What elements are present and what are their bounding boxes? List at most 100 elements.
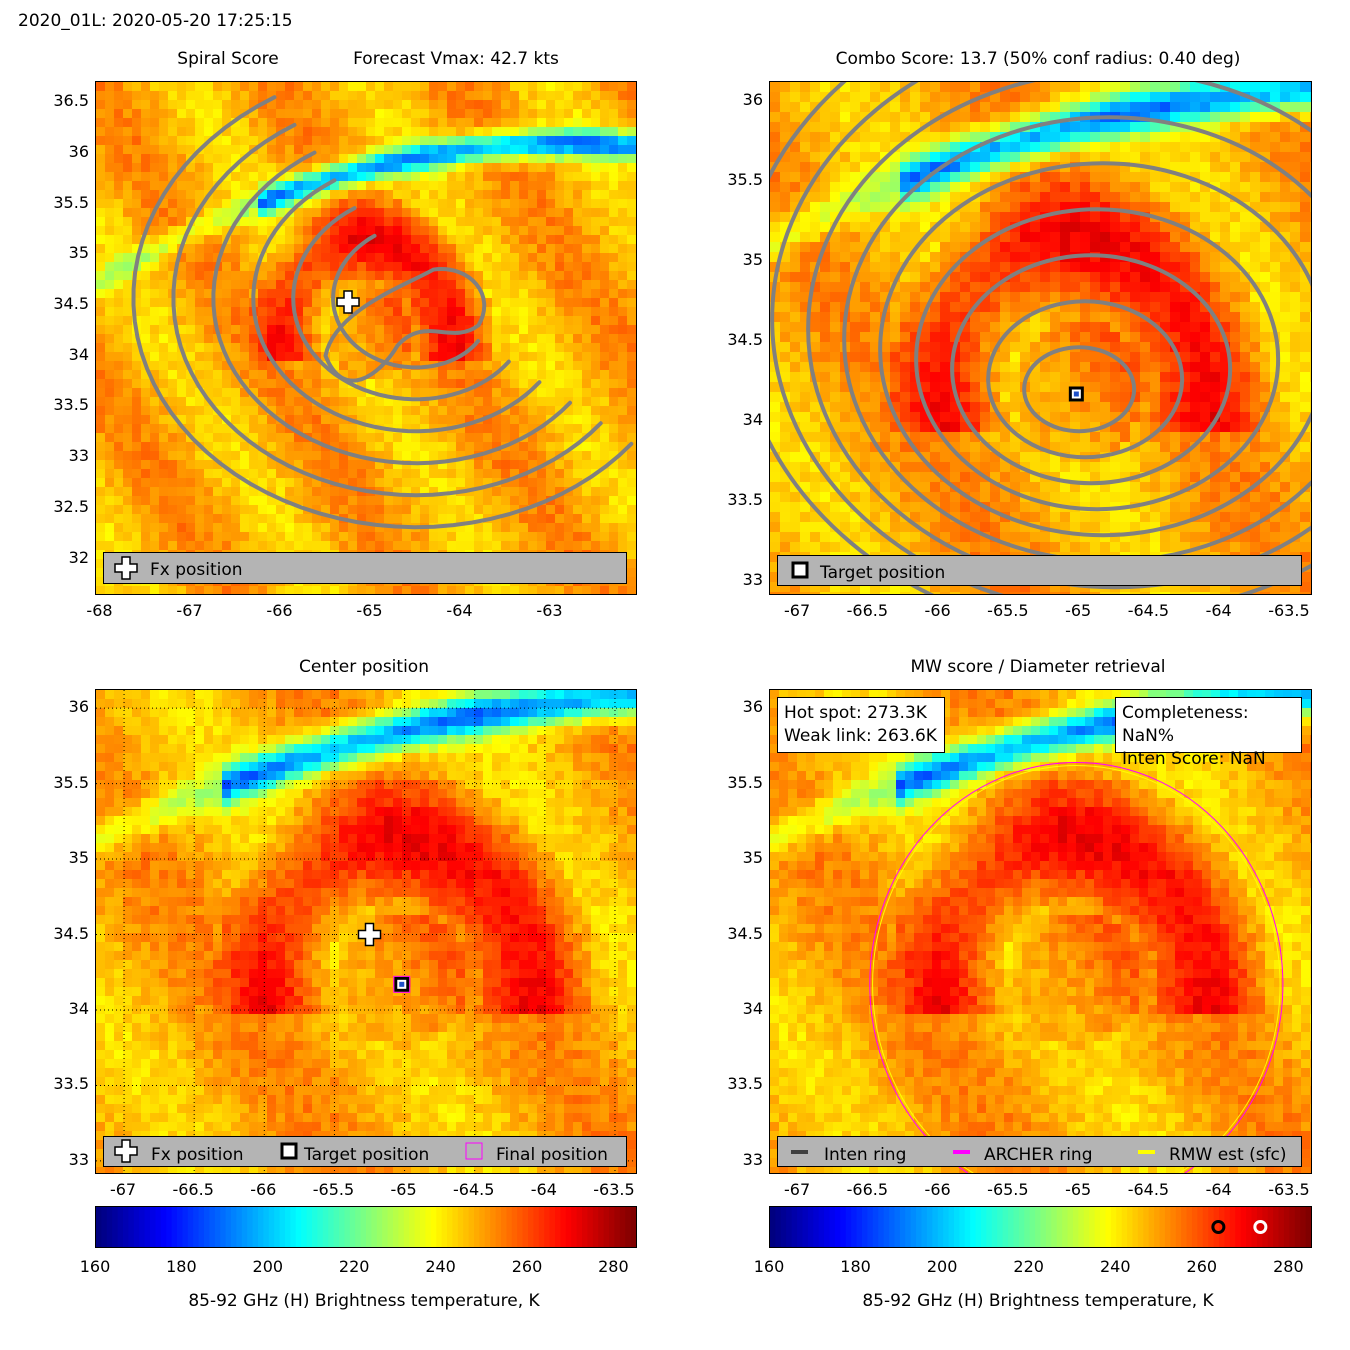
- x-tick-label: -65.5: [987, 1180, 1029, 1199]
- x-tick-label: -64: [530, 1180, 557, 1199]
- colorbar-tick-label: 280: [1273, 1257, 1304, 1276]
- y-tick-label: 34.5: [53, 294, 89, 314]
- forecast-vmax-label: Forecast Vmax: 42.7 kts: [353, 49, 559, 69]
- y-tick-label: 33: [742, 570, 763, 590]
- combo-score-canvas: [770, 82, 1311, 594]
- y-tick-label: 36: [68, 697, 89, 717]
- colorbar-tick-label: 280: [598, 1257, 629, 1276]
- colorbar-tick-label: 160: [753, 1257, 785, 1276]
- colorbar-tick-label: 240: [425, 1257, 456, 1276]
- x-tick-label: -66.5: [172, 1180, 214, 1199]
- x-tick-label: -64: [446, 601, 473, 620]
- y-tick-label: 33: [742, 1149, 763, 1169]
- fx-position-marker: [336, 290, 360, 314]
- weak-link-mark: [1211, 1220, 1226, 1234]
- colorbar-left-label: 85-92 GHz (H) Brightness temperature, K: [188, 1291, 540, 1311]
- y-tick-label: 33.5: [727, 490, 763, 510]
- y-tick-label: 35: [68, 848, 89, 868]
- combo-contour: [914, 207, 1281, 512]
- x-tick-label: -67: [784, 1180, 811, 1199]
- legend-rmw-est: RMW est (sfc): [1169, 1145, 1287, 1165]
- mw-score-plot: [769, 689, 1312, 1174]
- spiral-contour: [323, 267, 487, 383]
- legend-inten-ring: Inten ring: [824, 1145, 907, 1165]
- y-tick-label: 34: [68, 998, 89, 1018]
- y-tick-label: 33: [68, 1149, 89, 1169]
- y-tick-label: 34: [742, 410, 763, 430]
- y-tick-label: 36: [68, 141, 89, 161]
- y-tick-label: 34.5: [727, 923, 763, 943]
- y-tick-label: 33.5: [53, 395, 89, 415]
- mw-score-canvas: [770, 690, 1311, 1173]
- spiral-contour: [331, 233, 481, 370]
- legend-fx-position: Fx position: [151, 1145, 244, 1165]
- x-tick-label: -63.5: [1268, 601, 1310, 620]
- y-tick-label: 34: [68, 344, 89, 364]
- y-tick-label: 33.5: [53, 1074, 89, 1094]
- completeness-text: Completeness: NaN%: [1122, 703, 1249, 746]
- x-tick-label: -66: [250, 1180, 277, 1199]
- combo-legend: Target position: [777, 555, 1302, 586]
- inten-ring-swatch: [791, 1150, 808, 1154]
- hot-spot-info: Hot spot: 273.3K Weak link: 263.6K: [777, 697, 945, 753]
- x-tick-label: -64.5: [1127, 1180, 1170, 1199]
- weak-link-text: Weak link: 263.6K: [784, 726, 937, 746]
- x-tick-label: -64: [1205, 1180, 1232, 1199]
- x-tick-label: -65: [390, 1180, 417, 1199]
- colorbar-right-label: 85-92 GHz (H) Brightness temperature, K: [862, 1291, 1214, 1311]
- combo-contour: [1022, 345, 1137, 434]
- spiral-contour: [291, 206, 511, 402]
- y-tick-label: 34.5: [727, 330, 763, 350]
- combo-contour: [770, 82, 1311, 594]
- combo-contour: [950, 253, 1233, 486]
- square-marker-icon: [280, 1142, 298, 1160]
- colorbar-tick-label: 200: [252, 1257, 284, 1276]
- y-tick-label: 35.5: [53, 192, 89, 212]
- fx-position-marker: [357, 922, 382, 947]
- spiral-score-canvas: [96, 82, 636, 594]
- colorbar-tick-label: 220: [338, 1257, 370, 1276]
- y-tick-label: 36.5: [53, 91, 89, 111]
- colorbar-right-gradient: [770, 1207, 1312, 1247]
- small-square-marker-icon: [465, 1142, 483, 1160]
- center-position-plot: [95, 689, 637, 1174]
- x-tick-label: -63.5: [1268, 1180, 1310, 1199]
- x-tick-label: -65: [1065, 1180, 1092, 1199]
- legend-target-position: Target position: [304, 1145, 430, 1165]
- colorbar-right: [769, 1206, 1312, 1248]
- x-tick-label: -64.5: [1127, 601, 1170, 620]
- combo-contour: [986, 299, 1185, 460]
- spiral-score-title: Spiral Score: [177, 49, 279, 69]
- center-position-canvas: [96, 690, 636, 1173]
- legend-fx-position: Fx position: [150, 560, 243, 580]
- y-tick-label: 34.5: [53, 923, 89, 943]
- x-tick-label: -65.5: [987, 601, 1029, 620]
- colorbar-tick-label: 180: [166, 1257, 197, 1276]
- combo-contour: [806, 82, 1311, 590]
- spiral-contour: [251, 178, 542, 434]
- x-tick-label: -63: [536, 601, 563, 620]
- x-tick-label: -66: [924, 601, 951, 620]
- square-marker-icon: [791, 561, 809, 579]
- x-tick-label: -66: [924, 1180, 951, 1199]
- archer-ring-circle: [869, 762, 1284, 1173]
- x-tick-label: -65: [1065, 601, 1092, 620]
- x-tick-label: -65: [356, 601, 383, 620]
- rmw-swatch: [1138, 1150, 1155, 1154]
- spiral-score-plot: [95, 81, 637, 595]
- combo-score-plot: [769, 81, 1312, 595]
- completeness-info: Completeness: NaN% Inten Score: NaN: [1115, 697, 1302, 769]
- y-tick-label: 36: [742, 697, 763, 717]
- colorbar-tick-label: 240: [1099, 1257, 1131, 1276]
- hot-spot-text: Hot spot: 273.3K: [784, 703, 927, 723]
- rmw-est-sfc--circle: [872, 765, 1281, 1173]
- plus-marker-icon: [114, 556, 138, 580]
- spiral-contour: [131, 95, 634, 530]
- colorbar-left-gradient: [96, 1207, 637, 1247]
- x-tick-label: -67: [109, 1180, 137, 1199]
- spiral-contour: [171, 122, 603, 498]
- y-tick-label: 36: [742, 90, 763, 110]
- y-tick-label: 35: [68, 243, 89, 263]
- y-tick-label: 33.5: [727, 1074, 763, 1094]
- legend-target-position: Target position: [820, 563, 946, 583]
